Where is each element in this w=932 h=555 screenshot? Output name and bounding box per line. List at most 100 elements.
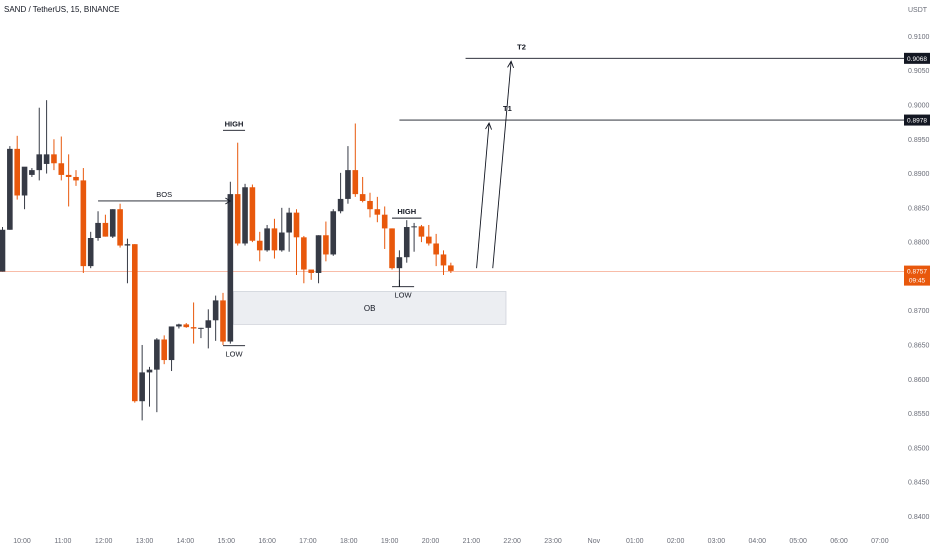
candle[interactable] (271, 218, 278, 259)
candle[interactable] (73, 170, 79, 186)
candle[interactable] (234, 142, 241, 246)
candle[interactable] (323, 221, 329, 262)
candle[interactable] (161, 335, 167, 365)
candle-body (109, 209, 116, 237)
candle-body (374, 209, 381, 215)
candle[interactable] (124, 238, 131, 284)
candle-body (301, 237, 307, 270)
time-tick-label: 04:00 (749, 538, 767, 545)
candle[interactable] (65, 154, 72, 207)
candle-body (65, 174, 72, 177)
price-tick-label: 0.9100 (908, 34, 930, 41)
candle[interactable] (381, 206, 388, 249)
candle[interactable] (418, 224, 425, 243)
candle[interactable] (440, 250, 447, 276)
candle[interactable] (301, 235, 307, 284)
price-tick-label: 0.8450 (908, 480, 930, 487)
candle[interactable] (117, 203, 123, 248)
candle[interactable] (102, 214, 109, 237)
current-price-value: 0.8757 (907, 269, 927, 276)
candle-body (43, 154, 50, 164)
candle-body (426, 236, 432, 244)
candle-body (212, 300, 219, 321)
candle[interactable] (315, 235, 322, 284)
time-tick-label: 18:00 (340, 538, 358, 545)
candle[interactable] (345, 146, 351, 204)
candle[interactable] (7, 146, 13, 230)
candle[interactable] (367, 192, 373, 218)
candle-body (315, 235, 322, 273)
time-tick-label: 16:00 (258, 538, 276, 545)
candle[interactable] (36, 107, 43, 181)
candle[interactable] (58, 136, 65, 181)
candle[interactable] (43, 100, 50, 174)
target-price-text: 0.9068 (907, 56, 927, 63)
candle[interactable] (403, 220, 410, 263)
candle[interactable] (308, 269, 314, 280)
candle-body (389, 228, 395, 269)
candle[interactable] (146, 366, 153, 407)
candle[interactable] (293, 209, 300, 276)
candle[interactable] (190, 302, 197, 344)
candle[interactable] (279, 207, 285, 252)
current-price-tag (904, 265, 930, 286)
candle[interactable] (359, 176, 366, 203)
price-tick-label: 0.8850 (908, 205, 930, 212)
candle[interactable] (132, 244, 138, 403)
candle[interactable] (242, 183, 248, 246)
candle[interactable] (352, 123, 359, 197)
candle[interactable] (29, 168, 35, 177)
candle[interactable] (256, 231, 263, 262)
candle[interactable] (330, 209, 337, 256)
candle[interactable] (139, 344, 145, 421)
price-tick-label: 0.9050 (908, 68, 930, 75)
price-axis: USDT 0.9100 0.9050 0.9000 0.8950 0.8900 0.8850… (904, 7, 930, 521)
candle[interactable] (80, 168, 87, 273)
price-tick-label: 0.9000 (908, 102, 930, 109)
candle[interactable] (51, 139, 57, 171)
candle[interactable] (205, 309, 212, 349)
candle[interactable] (21, 166, 28, 210)
candle-body (271, 228, 278, 251)
candle-body (411, 226, 417, 228)
candle[interactable] (176, 323, 182, 329)
candle[interactable] (109, 209, 116, 238)
candle[interactable] (264, 224, 270, 252)
candle-body (286, 212, 292, 233)
candle[interactable] (168, 326, 175, 372)
candle[interactable] (426, 224, 432, 246)
candle[interactable] (87, 231, 94, 269)
candle[interactable] (448, 262, 454, 273)
candle[interactable] (183, 323, 190, 328)
t2-arrow (492, 61, 512, 269)
target-price-tag (904, 52, 930, 64)
candle[interactable] (286, 207, 292, 252)
t1-arrow (476, 123, 490, 269)
target-price-tag (904, 114, 930, 126)
candle-body (308, 269, 314, 273)
candle-body (146, 369, 153, 373)
candle[interactable] (227, 181, 234, 344)
candle[interactable] (198, 327, 204, 339)
order-block-zone[interactable] (232, 291, 507, 325)
candle[interactable] (212, 295, 219, 341)
candle[interactable] (411, 222, 417, 252)
candle[interactable] (337, 172, 344, 214)
t1-arrowhead (485, 122, 492, 130)
candle[interactable] (14, 135, 20, 200)
candle[interactable] (433, 233, 439, 267)
candle[interactable] (220, 292, 226, 345)
candle[interactable] (249, 184, 256, 243)
candle[interactable] (374, 196, 381, 223)
candle[interactable] (0, 227, 6, 272)
candle[interactable] (154, 338, 160, 413)
candle-body (154, 339, 160, 370)
candle-body (102, 222, 109, 237)
candle[interactable] (95, 211, 101, 241)
candle[interactable] (389, 228, 395, 270)
current-price-countdown: 09:45 (909, 278, 926, 285)
t2-label: T2 (517, 42, 526, 51)
time-tick-label: 22:00 (503, 538, 521, 545)
